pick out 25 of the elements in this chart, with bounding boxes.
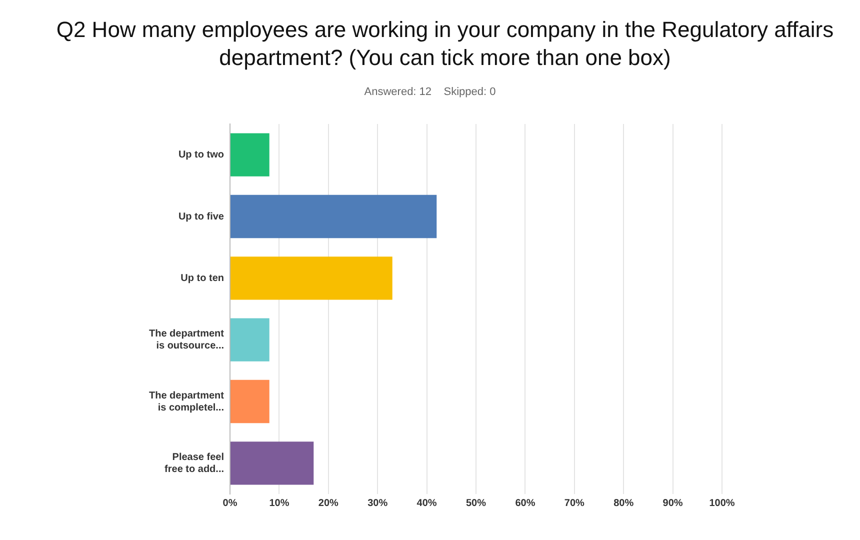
x-tick-label: 30% bbox=[368, 498, 388, 509]
chart-title: Q2 How many employees are working in your company in the Regulatory affairs department? (You can tick more than one box) bbox=[55, 16, 835, 72]
bar bbox=[230, 133, 270, 176]
bar bbox=[230, 318, 270, 362]
y-tick-label: The department is outsource... bbox=[148, 328, 225, 352]
y-tick-label: Up to five bbox=[178, 211, 224, 222]
chart-subtitle: Answered: 12 Skipped: 0 bbox=[363, 86, 497, 98]
bar bbox=[230, 442, 314, 485]
x-tick-label: 20% bbox=[318, 498, 339, 509]
x-tick-label: 80% bbox=[614, 498, 634, 509]
x-tick-label: 50% bbox=[466, 498, 486, 509]
x-tick-label: 10% bbox=[269, 498, 290, 509]
x-tick-label: 40% bbox=[416, 498, 437, 509]
x-tick-label: 100% bbox=[709, 498, 735, 509]
bar bbox=[230, 380, 270, 424]
y-tick-label: Up to two bbox=[178, 150, 224, 161]
y-tick-label: Please feel free to add... bbox=[164, 452, 224, 475]
y-tick-label: Up to ten bbox=[180, 272, 224, 284]
x-tick-label: 0% bbox=[222, 498, 238, 509]
y-tick-label: The department is completel... bbox=[148, 390, 225, 414]
x-tick-label: 60% bbox=[515, 498, 536, 509]
x-tick-label: 70% bbox=[564, 498, 585, 509]
bar bbox=[230, 256, 392, 300]
x-tick-label: 90% bbox=[662, 498, 683, 509]
bar bbox=[230, 194, 437, 238]
